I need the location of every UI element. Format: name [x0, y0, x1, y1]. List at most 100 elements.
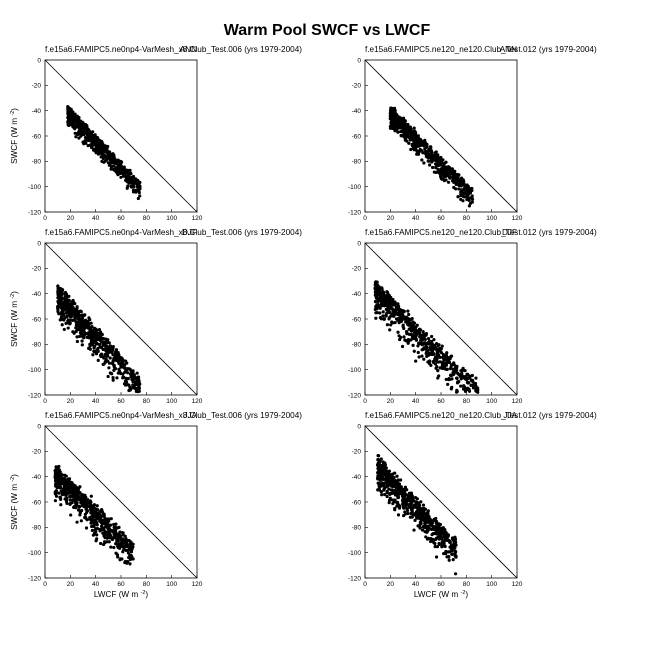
data-point	[96, 349, 100, 354]
data-point	[401, 502, 405, 506]
data-point	[92, 503, 96, 507]
y-tick-label: -20	[352, 83, 362, 90]
data-point	[421, 347, 425, 351]
data-point	[415, 149, 419, 153]
data-point	[115, 169, 119, 173]
data-point	[77, 125, 81, 129]
data-point	[395, 123, 399, 127]
data-point	[121, 171, 125, 175]
y-tick-label: -40	[32, 474, 42, 481]
data-point	[432, 540, 436, 545]
data-point	[114, 352, 118, 356]
data-point	[403, 119, 407, 123]
data-point	[406, 320, 410, 324]
data-point	[65, 311, 69, 315]
data-point	[414, 514, 418, 518]
data-point	[388, 117, 392, 121]
data-point	[96, 358, 100, 362]
data-point	[425, 354, 429, 358]
y-tick-label: -100	[28, 184, 41, 191]
y-tick-label: -100	[28, 367, 41, 374]
data-point	[94, 510, 98, 514]
x-tick-label: 80	[143, 398, 151, 405]
data-point	[68, 308, 73, 312]
data-point	[64, 493, 68, 497]
data-point	[89, 321, 93, 325]
data-point	[410, 515, 414, 519]
data-point	[428, 145, 433, 149]
x-tick-label: 120	[512, 581, 523, 588]
x-tick-label: 60	[117, 581, 125, 588]
data-point	[68, 318, 72, 322]
data-point	[410, 316, 414, 321]
panel-case-title: f.e15a6.FAMIPC5.ne120_ne120.Club_Test.01…	[365, 228, 597, 237]
data-point	[431, 345, 435, 350]
data-point	[75, 339, 79, 344]
data-point	[78, 513, 82, 517]
data-point	[434, 158, 439, 163]
data-point	[455, 389, 459, 394]
data-point	[436, 535, 440, 539]
x-tick-label: 120	[512, 398, 523, 405]
data-point	[102, 340, 106, 344]
data-point	[88, 318, 92, 322]
data-point	[373, 287, 377, 291]
data-point	[428, 346, 432, 350]
data-point	[376, 297, 380, 301]
data-point	[438, 522, 443, 527]
data-point	[385, 323, 390, 327]
data-point	[415, 152, 419, 156]
data-point	[92, 349, 96, 353]
data-point	[406, 338, 410, 342]
y-tick-label: 0	[37, 57, 41, 64]
data-point	[395, 501, 399, 505]
data-point	[56, 287, 60, 291]
data-point	[69, 113, 73, 117]
data-point	[78, 331, 83, 335]
data-point	[412, 503, 416, 507]
data-point	[67, 304, 71, 308]
data-point	[430, 154, 434, 158]
data-point	[459, 193, 463, 197]
data-point	[387, 487, 391, 491]
data-point	[119, 544, 123, 549]
data-point	[94, 335, 98, 340]
data-point	[75, 310, 79, 314]
x-tick-label: 80	[143, 581, 151, 588]
data-point	[120, 557, 124, 561]
data-point	[382, 488, 386, 492]
data-point	[425, 527, 430, 531]
data-point	[71, 306, 75, 310]
data-point	[123, 379, 128, 383]
y-tick-label: -120	[348, 575, 361, 582]
data-point	[418, 522, 423, 526]
data-point	[423, 147, 427, 151]
data-point	[99, 541, 103, 546]
x-axis-title: LWCF (W m -2)	[94, 590, 149, 599]
data-point	[438, 355, 442, 359]
data-point	[83, 139, 87, 143]
data-point	[393, 109, 397, 113]
data-point	[100, 159, 104, 164]
data-point	[450, 552, 454, 557]
data-point	[96, 346, 100, 351]
data-point	[74, 135, 78, 139]
data-point	[437, 526, 442, 530]
data-point	[396, 478, 400, 482]
data-point	[429, 521, 433, 525]
data-point	[111, 152, 115, 156]
data-point	[407, 505, 411, 509]
data-point	[397, 334, 401, 338]
data-point	[55, 485, 59, 489]
data-point	[393, 489, 397, 493]
data-point	[128, 372, 133, 376]
data-point	[463, 368, 467, 373]
data-point	[88, 326, 93, 330]
data-point	[467, 381, 471, 385]
data-point	[114, 542, 118, 546]
data-point	[421, 503, 426, 507]
data-point	[390, 313, 394, 317]
data-point	[382, 484, 386, 488]
reference-line	[44, 242, 198, 396]
data-point	[438, 360, 442, 364]
